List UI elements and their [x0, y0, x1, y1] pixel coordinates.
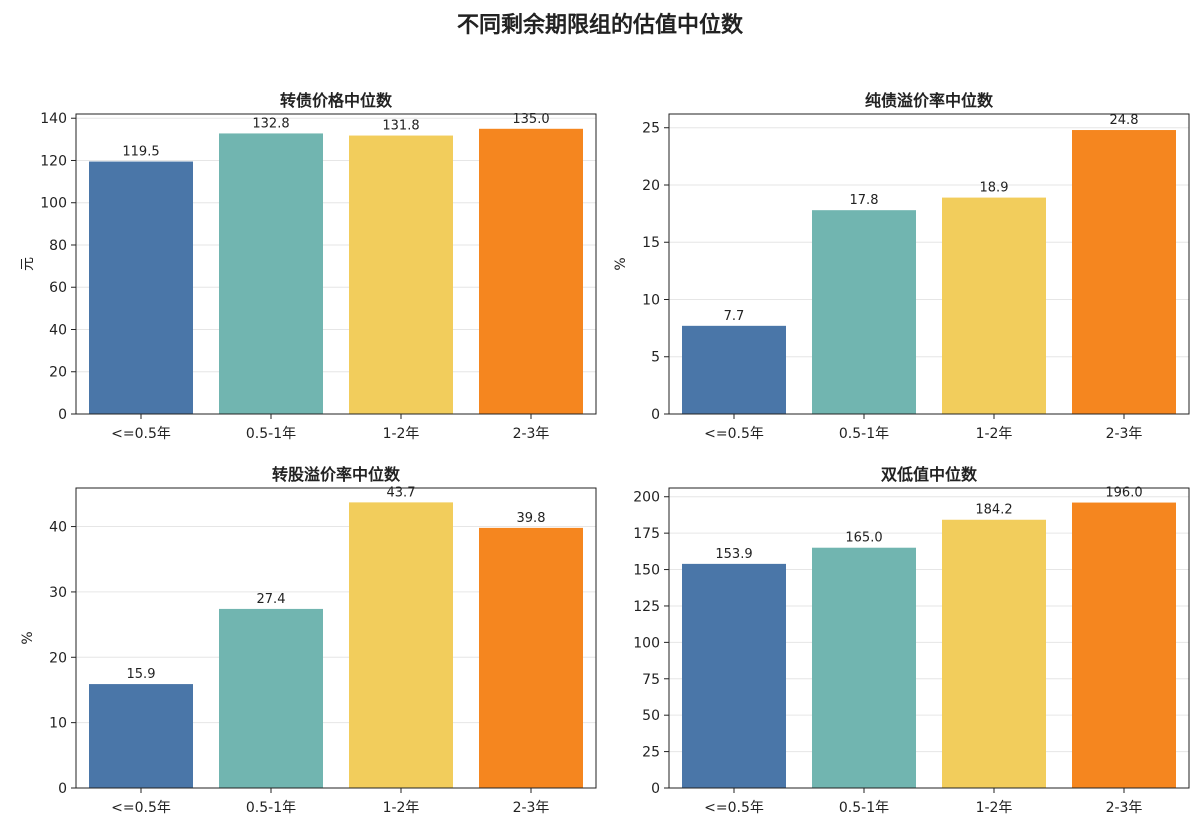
y-tick-label: 150 [633, 563, 660, 579]
y-tick-label: 40 [49, 520, 67, 536]
chart-panel-4: 0 25 50 75 100 125 150 175 200 153.9 <=0.5年 165.0 0.… [633, 465, 1190, 816]
axes-frame [75, 113, 597, 415]
data-label: 15.9 [127, 667, 156, 682]
y-tick-label: 20 [642, 178, 660, 194]
data-label: 153.9 [715, 547, 752, 562]
data-label: 165.0 [845, 531, 882, 546]
data-label: 184.2 [975, 503, 1012, 518]
data-label: 119.5 [122, 145, 159, 160]
x-tick-label: 2-3年 [1106, 426, 1143, 442]
x-tick-label: 1-2年 [976, 426, 1013, 442]
y-tick-label: 0 [58, 781, 67, 797]
data-label: 27.4 [257, 592, 286, 607]
figure-title: 不同剩余期限组的估值中位数 [457, 12, 744, 38]
y-tick-label: 60 [49, 280, 67, 296]
y-tick-label: 10 [642, 292, 660, 308]
data-label: 39.8 [517, 511, 546, 526]
data-label: 18.9 [980, 181, 1009, 196]
chart-panel-3: 0 10 20 30 40 15.9 <=0.5年 27.4 0.5-1年 43.7 1-2年 39.… [20, 465, 597, 816]
bar [89, 161, 193, 414]
bar [479, 527, 583, 788]
axes-frame [668, 113, 1190, 415]
bar [942, 197, 1046, 414]
x-tick-label: 0.5-1年 [839, 800, 889, 816]
y-tick-label: 20 [49, 365, 67, 381]
bar [349, 135, 453, 414]
y-tick-label: 50 [642, 708, 660, 724]
y-tick-label: 25 [642, 121, 660, 137]
x-tick-label: <=0.5年 [704, 800, 764, 816]
x-tick-label: 2-3年 [1106, 800, 1143, 816]
y-tick-label: 20 [49, 650, 67, 666]
y-axis-label: 元 [20, 257, 36, 271]
x-tick-label: <=0.5年 [111, 800, 171, 816]
data-label: 7.7 [724, 309, 745, 324]
y-tick-label: 30 [49, 585, 67, 601]
bar [942, 519, 1046, 788]
x-tick-label: 0.5-1年 [246, 800, 296, 816]
y-tick-label: 80 [49, 238, 67, 254]
y-tick-label: 120 [40, 153, 67, 169]
chart-title: 纯债溢价率中位数 [865, 91, 994, 110]
y-tick-label: 175 [633, 526, 660, 542]
y-tick-label: 125 [633, 599, 660, 615]
y-tick-label: 100 [40, 196, 67, 212]
data-label: 196.0 [1105, 486, 1142, 501]
y-tick-label: 75 [642, 672, 660, 688]
bar [682, 563, 786, 788]
bar [812, 210, 916, 414]
y-axis-label: % [20, 631, 36, 644]
axes-frame [75, 487, 597, 789]
x-tick-label: <=0.5年 [704, 426, 764, 442]
x-tick-label: 1-2年 [976, 800, 1013, 816]
chart-title: 转股溢价率中位数 [272, 465, 401, 484]
x-tick-label: <=0.5年 [111, 426, 171, 442]
data-label: 132.8 [252, 116, 289, 131]
bar [812, 547, 916, 788]
bar [219, 608, 323, 788]
bar [219, 133, 323, 414]
y-tick-label: 5 [651, 350, 660, 366]
y-tick-label: 0 [651, 781, 660, 797]
x-tick-label: 0.5-1年 [839, 426, 889, 442]
y-tick-label: 40 [49, 322, 67, 338]
bar [349, 502, 453, 788]
y-axis-label: % [613, 257, 629, 270]
y-tick-label: 140 [40, 111, 67, 127]
chart-panel-2: 0 5 10 15 20 25 7.7 <=0.5年 17.8 0.5-1年 18.9 1-2年 24.… [613, 91, 1190, 442]
y-tick-label: 25 [642, 745, 660, 761]
x-tick-label: 2-3年 [513, 426, 550, 442]
chart-title: 转债价格中位数 [280, 91, 393, 110]
y-tick-label: 0 [651, 407, 660, 423]
x-tick-label: 1-2年 [383, 426, 420, 442]
bar [479, 128, 583, 414]
bar [682, 325, 786, 414]
y-tick-label: 100 [633, 635, 660, 651]
data-label: 24.8 [1110, 113, 1139, 128]
y-tick-label: 15 [642, 235, 660, 251]
data-label: 43.7 [387, 485, 416, 500]
bar [1072, 130, 1176, 415]
y-tick-label: 10 [49, 716, 67, 732]
x-tick-label: 2-3年 [513, 800, 550, 816]
axes-frame [668, 487, 1190, 789]
x-tick-label: 0.5-1年 [246, 426, 296, 442]
bar [1072, 502, 1176, 788]
y-tick-label: 200 [633, 490, 660, 506]
data-label: 17.8 [850, 193, 879, 208]
chart-panel-1: 0 20 40 60 80 100 120 140 119.5 <=0.5年 132.8 0.5-1年… [20, 91, 597, 442]
data-label: 135.0 [512, 112, 549, 127]
bar [89, 684, 193, 788]
data-label: 131.8 [382, 119, 419, 134]
x-tick-label: 1-2年 [383, 800, 420, 816]
chart-title: 双低值中位数 [881, 465, 978, 484]
y-tick-label: 0 [58, 407, 67, 423]
